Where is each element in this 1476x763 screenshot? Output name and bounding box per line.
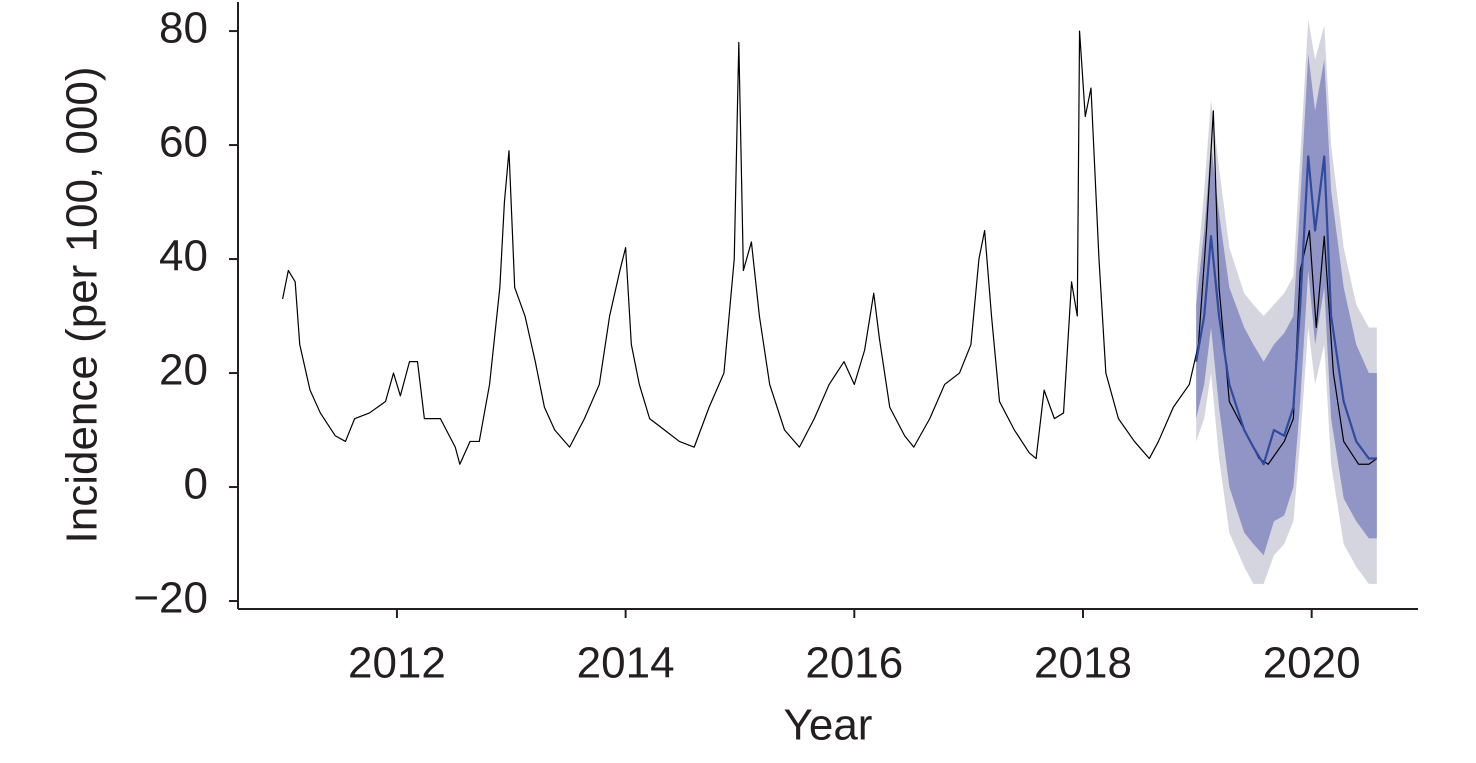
y-tick-label: 20: [159, 346, 208, 395]
x-tick-label: 2016: [805, 639, 903, 688]
y-axis-label: Incidence (per 100, 000): [58, 67, 107, 544]
forecast-band: [1196, 53, 1377, 556]
x-tick-label: 2012: [348, 639, 446, 688]
x-tick-label: 2020: [1263, 639, 1361, 688]
y-tick-label: 80: [159, 4, 208, 53]
x-tick-label: 2018: [1034, 639, 1132, 688]
x-tick-label: 2014: [577, 639, 675, 688]
x-axis-label: Year: [784, 701, 873, 750]
y-tick-label: 0: [184, 460, 208, 509]
y-tick-label: −20: [133, 574, 208, 623]
series-line: [1195, 155, 1377, 466]
y-tick-label: 60: [159, 118, 208, 167]
series-line: [282, 30, 1378, 465]
y-tick-label: 40: [159, 232, 208, 281]
